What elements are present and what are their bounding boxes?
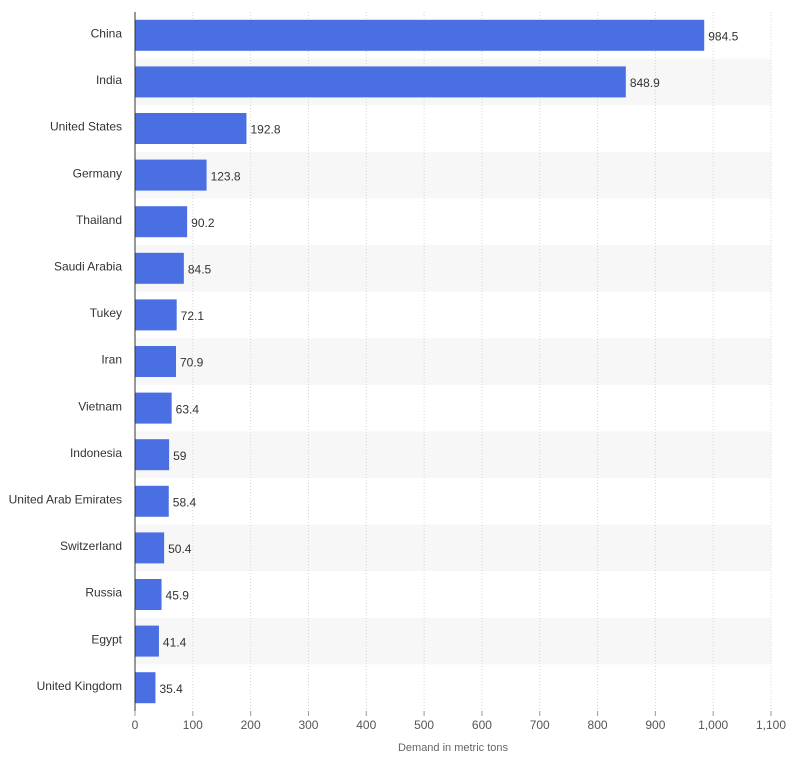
x-tick-label: 1,100 xyxy=(756,718,786,732)
category-label: United Arab Emirates xyxy=(9,492,122,506)
row-band xyxy=(135,338,771,385)
x-tick-label: 100 xyxy=(183,718,203,732)
data-label: 41.4 xyxy=(163,635,187,649)
bar[interactable] xyxy=(135,299,177,331)
bar[interactable] xyxy=(135,392,172,424)
bar[interactable] xyxy=(135,485,169,517)
row-band xyxy=(135,245,771,292)
row-band xyxy=(135,524,771,572)
row-bands xyxy=(135,58,771,665)
bar[interactable] xyxy=(135,66,626,98)
data-label: 984.5 xyxy=(708,29,738,43)
x-tick-label: 800 xyxy=(588,718,608,732)
category-label: Germany xyxy=(73,166,122,180)
x-tick-label: 200 xyxy=(241,718,261,732)
data-label: 63.4 xyxy=(176,402,200,416)
bar[interactable] xyxy=(135,206,188,238)
bar[interactable] xyxy=(135,439,170,471)
category-label: United Kingdom xyxy=(37,679,122,693)
gridlines xyxy=(192,12,772,711)
data-labels: 984.5 848.9 192.8 123.8 90.2 84.5 72.1 70.9 63.4… xyxy=(159,29,738,695)
category-label: Iran xyxy=(101,353,122,367)
data-label: 123.8 xyxy=(211,169,241,183)
category-label: Egypt xyxy=(91,632,122,646)
data-label: 50.4 xyxy=(168,542,192,556)
x-tick-label: 500 xyxy=(414,718,434,732)
row-band xyxy=(135,617,771,665)
category-label: China xyxy=(91,26,123,40)
data-label: 35.4 xyxy=(159,682,183,696)
x-tick-label: 300 xyxy=(298,718,318,732)
x-tick-label: 1,000 xyxy=(698,718,728,732)
bar[interactable] xyxy=(135,346,176,377)
bar[interactable] xyxy=(135,19,705,51)
bars-group xyxy=(135,19,705,704)
data-label: 84.5 xyxy=(188,262,212,276)
category-label: Switzerland xyxy=(60,539,122,553)
row-band xyxy=(135,151,771,199)
category-label: India xyxy=(96,73,122,87)
x-tick-label: 700 xyxy=(530,718,550,732)
data-label: 90.2 xyxy=(191,216,215,230)
x-tick-label: 0 xyxy=(132,718,139,732)
row-band xyxy=(135,431,771,478)
bar[interactable] xyxy=(135,113,247,144)
data-label: 45.9 xyxy=(166,589,190,603)
category-label: Saudi Arabia xyxy=(54,259,122,273)
category-labels: China India United States Germany Thailand Sa… xyxy=(9,26,123,692)
data-label: 72.1 xyxy=(181,309,205,323)
category-label: Tukey xyxy=(90,306,122,320)
category-label: Vietnam xyxy=(78,399,122,413)
category-label: Russia xyxy=(85,586,122,600)
bar[interactable] xyxy=(135,252,184,284)
bar[interactable] xyxy=(135,625,159,657)
x-tick-label: 400 xyxy=(356,718,376,732)
data-label: 848.9 xyxy=(630,76,660,90)
data-label: 59 xyxy=(173,449,187,463)
data-label: 192.8 xyxy=(250,123,280,137)
data-label: 58.4 xyxy=(173,495,197,509)
x-axis: 0 100 200 300 400 500 600 700 800 900 1,000 1,100 xyxy=(132,12,786,732)
bar[interactable] xyxy=(135,159,207,191)
category-label: Thailand xyxy=(76,213,122,227)
bar[interactable] xyxy=(135,672,156,704)
category-label: United States xyxy=(50,120,122,134)
category-label: Indonesia xyxy=(70,446,122,460)
bar[interactable] xyxy=(135,532,165,564)
x-axis-title: Demand in metric tons xyxy=(398,742,509,754)
x-tick-label: 900 xyxy=(645,718,665,732)
data-label: 70.9 xyxy=(180,356,204,370)
bar[interactable] xyxy=(135,579,162,610)
x-tick-label: 600 xyxy=(472,718,492,732)
